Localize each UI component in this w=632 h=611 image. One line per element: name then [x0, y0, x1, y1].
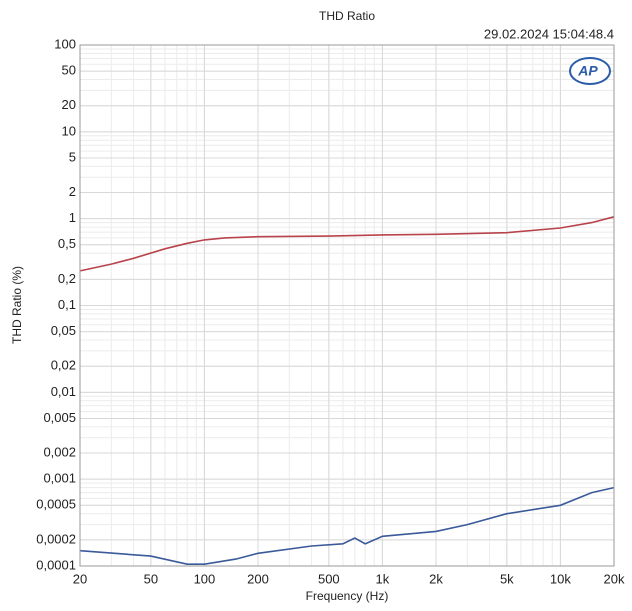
logo-text: AP	[577, 63, 598, 79]
y-tick-label: 10	[62, 123, 76, 138]
y-tick-label: 5	[69, 149, 76, 164]
series-line	[79, 216, 615, 272]
y-tick-label: 0,1	[58, 297, 76, 312]
x-tick-label: 1k	[376, 571, 390, 586]
y-tick-label: 0,5	[58, 236, 76, 251]
y-tick-label: 0,02	[51, 358, 76, 373]
y-tick-label: 0,001	[43, 471, 76, 486]
x-tick-label: 200	[247, 571, 269, 586]
y-tick-label: 50	[62, 63, 76, 78]
chart-title: THD Ratio	[319, 9, 375, 23]
y-tick-label: 0,0002	[36, 531, 76, 546]
y-tick-label: 1	[69, 210, 76, 225]
x-tick-label: 10k	[550, 571, 571, 586]
x-tick-label: 20k	[604, 571, 625, 586]
y-tick-label: 2	[69, 184, 76, 199]
y-tick-label: 0,002	[43, 444, 76, 459]
x-tick-label: 5k	[500, 571, 514, 586]
x-axis-label: Frequency (Hz)	[306, 589, 389, 603]
y-tick-label: 0,005	[43, 410, 76, 425]
x-tick-label: 100	[194, 571, 216, 586]
x-tick-label: 2k	[429, 571, 443, 586]
plot-border	[79, 44, 615, 567]
y-tick-label: 0,0001	[36, 557, 76, 572]
y-axis-label: THD Ratio (%)	[10, 266, 24, 344]
y-tick-label: 0,05	[51, 323, 76, 338]
x-tick-label: 20	[73, 571, 87, 586]
y-tick-label: 100	[54, 36, 76, 51]
plot-area: 20 50 100 200 500 1k 2k 5k 10k 20k 100 50 20 10 5 2 1 0,5…	[36, 36, 625, 586]
x-tick-label: 500	[318, 571, 340, 586]
timestamp: 29.02.2024 15:04:48.4	[484, 26, 614, 41]
y-tick-label: 20	[62, 97, 76, 112]
y-tick-label: 0,01	[51, 384, 76, 399]
y-tick-label: 0,0005	[36, 497, 76, 512]
logo-ring	[569, 57, 611, 85]
y-tick-label: 0,2	[58, 271, 76, 286]
logo: AP	[569, 57, 611, 85]
x-tick-label: 50	[144, 571, 158, 586]
series-line	[79, 486, 615, 565]
